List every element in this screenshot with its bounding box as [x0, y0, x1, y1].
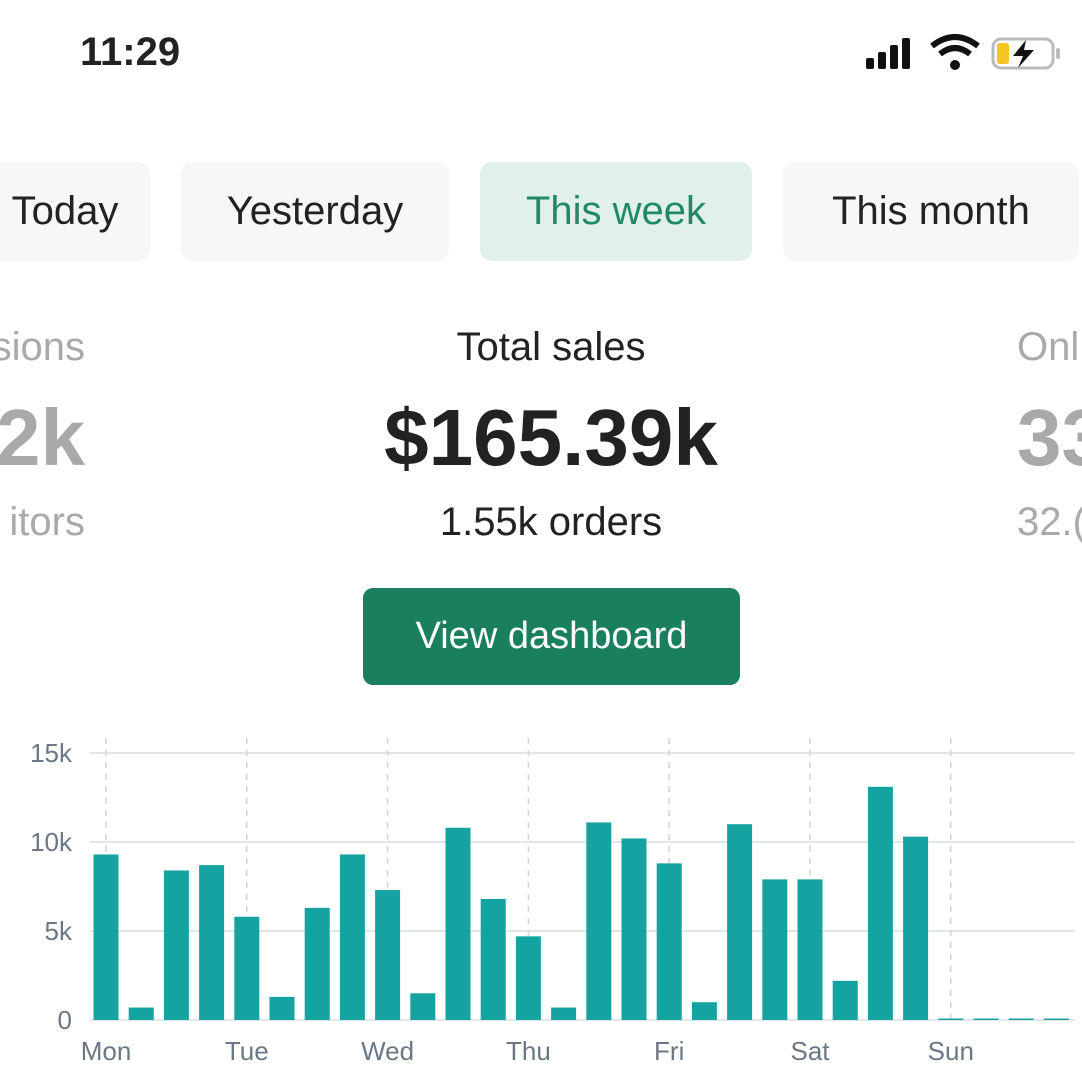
y-tick-label: 15k: [30, 738, 73, 768]
chart: 0 5k 10k 15k Mon Tue Wed Thu Fri Sat Sun: [30, 738, 1075, 1066]
metric-label: sions: [0, 325, 85, 369]
bar: [903, 836, 929, 1020]
tab[interactable]: Yesterday: [181, 162, 449, 261]
bar: [867, 786, 893, 1020]
bar: [410, 993, 436, 1020]
bar: [973, 1018, 999, 1020]
bar: [938, 1018, 964, 1020]
metric-value: 2k: [0, 393, 85, 482]
y-tick-label: 0: [58, 1005, 72, 1035]
x-tick-label: Fri: [654, 1036, 684, 1066]
bar: [691, 1002, 717, 1020]
bar: [762, 879, 788, 1020]
bar: [339, 854, 365, 1020]
metric-label: Onl: [1017, 325, 1080, 369]
bar: [551, 1007, 577, 1020]
bar: [163, 870, 189, 1020]
metric-label: Total sales: [456, 325, 646, 369]
x-tick-label: Sat: [790, 1036, 830, 1066]
metric-value: $165.39k: [384, 393, 718, 482]
bar: [621, 838, 647, 1020]
metric-sub: itors: [9, 500, 85, 544]
bar: [128, 1007, 154, 1020]
bar: [515, 936, 541, 1020]
view-dashboard-button[interactable]: View dashboard: [363, 588, 740, 685]
tab[interactable]: Today: [0, 162, 150, 261]
bar: [375, 890, 401, 1020]
y-tick-label: 10k: [30, 827, 73, 857]
status-icons: [866, 34, 1060, 70]
tab[interactable]: This month: [783, 162, 1079, 261]
bar: [832, 980, 858, 1020]
x-tick-label: Wed: [361, 1036, 414, 1066]
bar: [93, 854, 119, 1020]
bar: [480, 898, 506, 1020]
bar: [586, 822, 612, 1020]
y-tick-label: 5k: [45, 916, 73, 946]
bar: [1008, 1018, 1034, 1020]
bar: [304, 907, 330, 1020]
bar: [199, 865, 225, 1020]
bar: [269, 996, 295, 1020]
bar: [727, 824, 753, 1020]
x-tick-label: Tue: [225, 1036, 269, 1066]
bar: [1043, 1018, 1069, 1020]
bar: [656, 863, 682, 1020]
tab-selected[interactable]: This week: [480, 162, 752, 261]
bar: [445, 827, 471, 1020]
bar: [234, 916, 260, 1020]
metric-sub: 32.(: [1017, 500, 1082, 544]
status-time: 11:29: [80, 30, 181, 74]
metric-value: 33: [1017, 393, 1082, 482]
bar: [797, 879, 823, 1020]
x-tick-label: Sun: [928, 1036, 974, 1066]
x-tick-label: Thu: [506, 1036, 551, 1066]
metric-sub: 1.55k orders: [439, 500, 663, 544]
x-tick-label: Mon: [81, 1036, 132, 1066]
